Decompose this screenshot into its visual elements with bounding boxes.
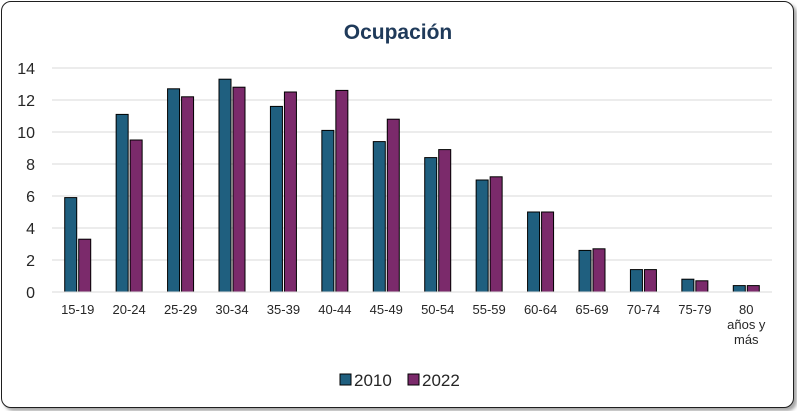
bar-2010-25-29 [167,88,181,293]
y-tick-label: 8 [26,157,35,174]
x-tick-label: 50-54 [421,302,454,317]
x-tick-label: 70-74 [627,302,660,317]
y-tick-label: 2 [26,253,35,270]
bar-2010-50-54 [424,157,438,293]
bar-2010-80 años y más [732,285,746,293]
x-tick-label: 75-79 [678,302,711,317]
bar-2022-80 años y más [746,285,760,293]
bar-2010-35-39 [269,105,283,293]
bar-2010-30-34 [218,78,232,293]
y-tick-label: 10 [17,125,35,142]
legend: 2010 2022 [339,371,460,390]
bar-2022-50-54 [438,149,452,293]
y-tick-label: 4 [26,221,35,238]
x-tick-label: 40-44 [318,302,351,317]
x-tick-label: 45-49 [370,302,403,317]
bar-2010-45-49 [372,141,386,293]
bar-2022-25-29 [181,96,195,293]
legend-swatch-2022 [407,373,420,386]
bar-2022-55-59 [489,176,503,293]
gridlines [52,67,772,261]
x-tick-label: más [734,332,759,347]
legend-label-2010: 2010 [354,371,392,390]
x-tick-label: 60-64 [524,302,557,317]
y-tick-label: 12 [17,93,35,110]
x-tick-label: 30-34 [215,302,248,317]
x-tick-label: 55-59 [473,302,506,317]
bars [64,78,760,293]
bar-2022-65-69 [592,248,606,293]
bar-2022-40-44 [335,89,349,293]
bar-2022-35-39 [283,91,297,293]
bar-2010-70-74 [629,269,643,293]
x-tick-label: 65-69 [575,302,608,317]
x-tick-label: 15-19 [61,302,94,317]
x-tick-label: 25-29 [164,302,197,317]
y-tick-label: 6 [26,189,35,206]
bar-2022-60-64 [541,211,555,293]
bar-2010-65-69 [578,249,592,293]
y-tick-label: 14 [17,61,35,78]
bar-2022-45-49 [386,118,400,293]
x-tick-label: años y [727,317,766,332]
x-axis-ticks: 15-19 20-24 25-29 30-34 35-39 40-44 45-49 50-54… [61,302,766,347]
y-axis-ticks: 0 2 4 6 8 10 12 14 [17,61,35,302]
x-tick-label: 80 [739,302,753,317]
bar-2010-60-64 [527,211,541,293]
x-tick-label: 20-24 [113,302,146,317]
legend-swatch-2010 [339,373,352,386]
bar-2010-40-44 [321,129,335,293]
bar-2010-15-19 [64,197,78,293]
bar-2022-70-74 [643,269,657,293]
bar-2022-30-34 [232,86,246,293]
x-tick-label: 35-39 [267,302,300,317]
legend-label-2022: 2022 [422,371,460,390]
y-tick-label: 0 [26,285,35,302]
bar-2010-20-24 [115,113,129,293]
chart-title: Ocupación [344,21,453,44]
bar-2022-15-19 [78,238,92,293]
bar-2022-75-79 [695,280,709,293]
bar-2022-20-24 [129,139,143,293]
bar-2010-55-59 [475,179,489,293]
bar-2010-75-79 [681,278,695,293]
